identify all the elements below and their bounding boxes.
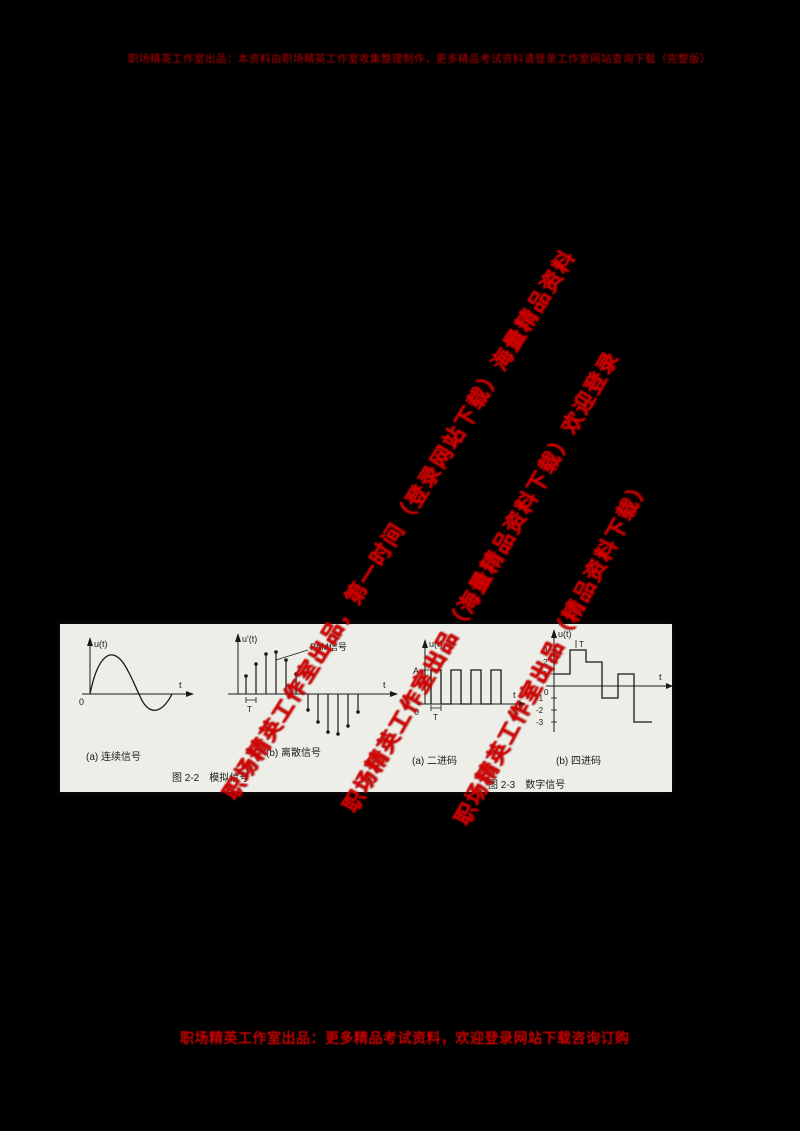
caption-quaternary: (b) 四进码 — [556, 756, 601, 767]
figure-panel: u(t) t 0 u'(t) t — [60, 624, 673, 792]
caption-discrete: (b) 离散信号 — [266, 748, 321, 759]
tick-1: 1 — [543, 670, 548, 679]
x-axis-label: t — [179, 680, 182, 690]
sine-wave — [89, 654, 173, 711]
y-axis-label: u(t) — [429, 639, 443, 649]
caption-continuous: (a) 连续信号 — [86, 752, 141, 763]
period-marker — [430, 705, 442, 711]
header-red-text: 职场精英工作室出品：本资料由职场精英工作室收集整理制作，更多精品考试资料请登录工… — [128, 53, 711, 65]
y-axis-arrow-icon — [87, 637, 93, 646]
caption-fig-2-3: 图 2-3 数字信号 — [488, 780, 566, 791]
tick-neg3: -3 — [536, 718, 544, 727]
caption-binary: (a) 二进码 — [412, 756, 457, 767]
y-axis-label: u'(t) — [242, 634, 257, 644]
x-axis-arrow-icon — [186, 691, 194, 697]
period-label: T — [433, 713, 438, 722]
caption-fig-2-2: 图 2-2 模拟信号 — [172, 773, 250, 784]
x-axis-arrow-icon — [519, 701, 526, 707]
x-axis-arrow-icon — [666, 683, 673, 689]
origin-label: 0 — [79, 697, 84, 707]
period-label: T — [247, 705, 252, 714]
origin-label: 0 — [414, 707, 419, 717]
x-axis-arrow-icon — [390, 691, 398, 697]
footer-red-text: 职场精英工作室出品：更多精品考试资料，欢迎登录网站下载咨询订购 — [180, 1030, 630, 1046]
tick-neg1: -1 — [536, 694, 544, 703]
y-axis-label: u(t) — [558, 629, 572, 639]
amplitude-label: A — [413, 666, 419, 676]
y-axis-arrow-icon — [551, 629, 557, 638]
tick-neg2: -2 — [536, 706, 544, 715]
negative-impulses — [306, 694, 360, 736]
tick-3: 3 — [543, 646, 548, 655]
pam-annotation: PAM信号 — [310, 641, 347, 652]
x-axis-label: t — [513, 690, 516, 700]
y-axis-arrow-icon — [422, 639, 428, 648]
quaternary-code-plot: u(t) t 3 2 1 0 -1 -2 -3 T — [536, 629, 673, 732]
quaternary-step-wave — [554, 649, 652, 723]
x-axis-label: t — [659, 672, 662, 682]
x-axis-label: t — [383, 680, 386, 690]
tick-0: 0 — [544, 688, 549, 697]
period-marker — [245, 697, 257, 703]
annotation-pointer-line — [275, 649, 309, 661]
y-axis-label: u(t) — [94, 639, 108, 649]
continuous-signal-plot: u(t) t 0 — [79, 637, 194, 711]
tick-2: 2 — [543, 658, 548, 667]
binary-pulse-train — [430, 669, 502, 705]
positive-impulses — [244, 650, 298, 694]
discrete-signal-plot: u'(t) t T PAM信号 — [228, 633, 398, 736]
period-label: T — [579, 640, 584, 649]
binary-code-plot: u(t) t A 0 T — [413, 639, 526, 722]
y-axis-arrow-icon — [235, 633, 241, 642]
